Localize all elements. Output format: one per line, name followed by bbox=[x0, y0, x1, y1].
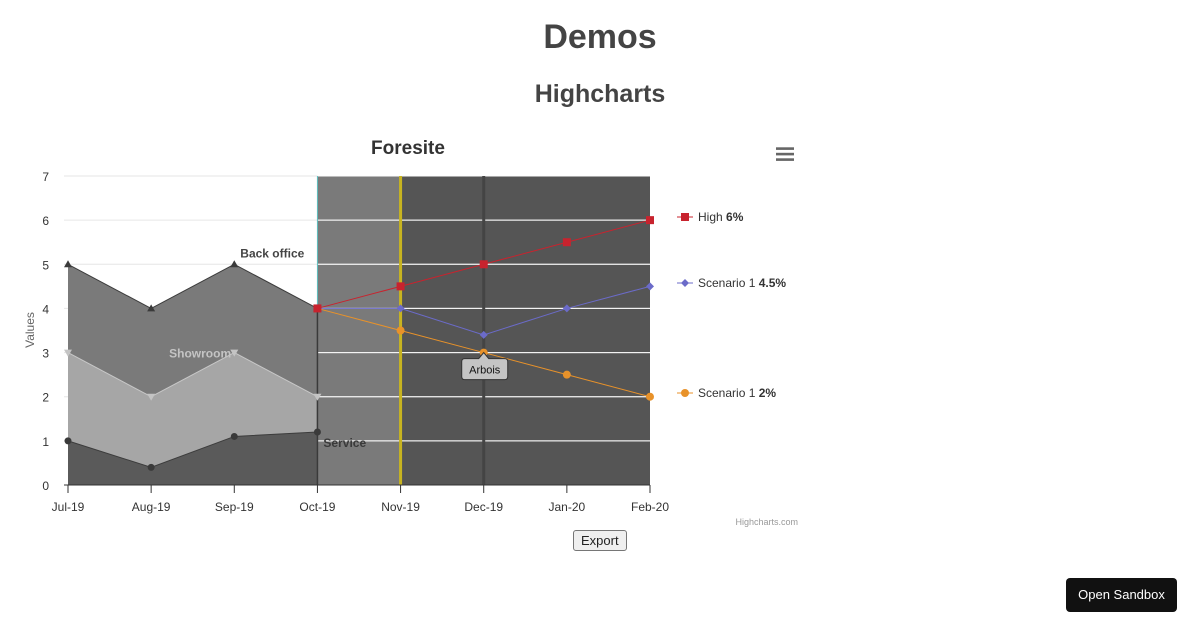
page-title: Demos bbox=[543, 18, 657, 56]
area-line-1 bbox=[67, 352, 318, 398]
menu-bar bbox=[776, 152, 794, 156]
x-tick-label: Aug-19 bbox=[132, 500, 171, 514]
series-point-0 bbox=[562, 238, 571, 247]
area-line-2 bbox=[67, 431, 318, 468]
legend-marker-0 bbox=[681, 213, 689, 221]
legend-item-0: High 6% bbox=[698, 210, 744, 224]
menu-hamburger-icon[interactable] bbox=[776, 147, 794, 161]
point-showroom bbox=[313, 393, 322, 401]
series-point-0 bbox=[479, 260, 488, 269]
x-tick-label: Jul-19 bbox=[52, 500, 85, 514]
page-subtitle: Highcharts bbox=[534, 80, 666, 108]
series-point-1 bbox=[396, 304, 405, 313]
x-tick-label: Sep-19 bbox=[215, 500, 254, 514]
area-label-back-office: Back office bbox=[240, 246, 304, 260]
area-line-0 bbox=[67, 263, 318, 309]
chart-title: Foresite bbox=[371, 138, 445, 159]
x-tick-label: Nov-19 bbox=[381, 500, 420, 514]
x-tick-label: Oct-19 bbox=[299, 500, 335, 514]
y-tick-label: 2 bbox=[42, 391, 49, 405]
menu-bar bbox=[776, 158, 794, 161]
series-start-point bbox=[313, 304, 322, 313]
menu-bar bbox=[776, 147, 794, 150]
series-point-2 bbox=[562, 370, 571, 379]
area-label-service: Service bbox=[323, 436, 366, 450]
legend-marker-2 bbox=[681, 389, 689, 397]
credits-link[interactable]: Highcharts.com bbox=[735, 517, 798, 527]
y-tick-label: 6 bbox=[42, 214, 49, 228]
y-tick-label: 4 bbox=[42, 302, 49, 316]
forecast-band-light bbox=[317, 176, 401, 485]
point-back-office bbox=[230, 260, 239, 268]
point-back-office bbox=[64, 260, 72, 268]
series-point-2 bbox=[646, 392, 654, 401]
tooltip-box bbox=[461, 351, 509, 381]
point-showroom bbox=[64, 349, 72, 357]
area-service bbox=[68, 432, 318, 485]
open-sandbox-button[interactable]: Open Sandbox bbox=[1066, 578, 1177, 612]
series-point-0 bbox=[646, 216, 654, 225]
y-axis-title: Values bbox=[23, 312, 37, 348]
series-point-0 bbox=[396, 282, 405, 291]
point-service bbox=[313, 428, 321, 436]
legend-item-1: Scenario 1 4.5% bbox=[698, 276, 786, 290]
forecast-band-dark bbox=[400, 176, 650, 485]
y-tick-label: 7 bbox=[42, 170, 49, 184]
point-service bbox=[64, 437, 72, 445]
x-tick-label: Jan-20 bbox=[549, 500, 586, 514]
y-tick-label: 0 bbox=[42, 479, 49, 493]
x-tick-label: Dec-19 bbox=[464, 500, 503, 514]
y-tick-label: 5 bbox=[42, 258, 49, 272]
tooltip-text: Arbois bbox=[469, 365, 501, 377]
point-showroom bbox=[147, 393, 156, 401]
point-back-office bbox=[147, 304, 156, 312]
export-button[interactable]: Export bbox=[573, 530, 627, 551]
area-label-showroom: Showroom bbox=[169, 347, 231, 361]
point-service bbox=[230, 432, 238, 440]
legend-item-2: Scenario 1 2% bbox=[698, 386, 776, 400]
series-point-2 bbox=[396, 326, 405, 335]
point-service bbox=[147, 463, 155, 471]
y-tick-label: 3 bbox=[42, 347, 49, 361]
point-showroom bbox=[230, 349, 239, 357]
y-tick-label: 1 bbox=[42, 435, 49, 449]
x-tick-label: Feb-20 bbox=[631, 500, 669, 514]
series-point-1 bbox=[646, 282, 654, 291]
series-point-1 bbox=[479, 330, 488, 339]
series-point-1 bbox=[562, 304, 571, 313]
legend-marker-1 bbox=[681, 279, 689, 287]
